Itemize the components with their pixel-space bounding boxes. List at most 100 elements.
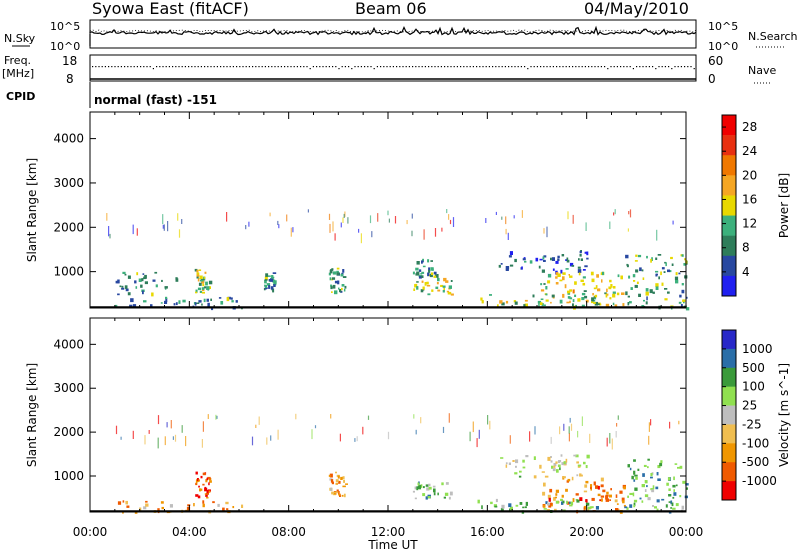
scatter-cell [605,293,608,298]
scatter-cell [433,488,436,493]
scatter-cell [197,287,201,291]
scatter-cell [489,294,492,296]
scatter-cell [555,260,559,264]
scatter-cell [477,499,480,504]
scatter-cell [501,302,505,306]
scatter-cell [505,268,509,271]
freq-point [271,66,273,68]
scatter-cell [541,269,545,273]
scatter-cell [661,282,664,286]
echo-streak [314,425,317,429]
echo-streak [354,438,356,442]
echo-streak [174,434,177,442]
scatter-cell [566,259,570,263]
freq-point [191,66,193,68]
echo-streak [108,226,110,237]
colorbar-segment [722,424,736,444]
scatter-cell [539,302,543,306]
noise-tick-bottom-left: 10^0 [50,40,80,53]
echo-streak [507,232,509,240]
echo-streak [629,209,632,218]
freq-point [476,66,478,68]
scatter-cell [547,280,551,284]
scatter-cell [428,267,430,272]
scatter-cell [330,479,334,483]
freq-point [376,66,378,68]
scatter-cell [125,288,129,292]
scatter-cell [550,456,552,458]
scatter-cell [342,485,346,488]
echo-streak [505,228,507,235]
x-tick-label: 00:00 [73,525,108,539]
scatter-cell [447,291,452,295]
echo-streak [406,220,408,225]
scatter-cell [614,499,618,503]
freq-point [562,66,564,68]
scatter-cell [602,489,606,493]
scatter-cell [639,267,642,272]
plot-area [90,318,686,512]
scatter-cell [594,294,598,298]
scatter-cell [641,484,645,488]
freq-point [357,66,359,68]
scatter-cell [330,487,333,491]
scatter-cell [430,260,433,262]
colorbar-tick-label: 16 [742,192,757,206]
scatter-cell [121,287,125,290]
freq-point [130,66,132,68]
freq-point [533,66,535,68]
scatter-cell [143,300,147,303]
scatter-cell [562,276,565,281]
scatter-cell [679,465,683,469]
nave-tick-top: 60 [708,54,723,68]
scatter-cell [332,284,336,289]
echo-streak [339,433,341,442]
scatter-cell [231,300,234,303]
scatter-cell [567,292,571,295]
scatter-cell [342,276,347,278]
scatter-cell [667,477,671,481]
freq-point [399,66,401,68]
scatter-cell [597,493,601,497]
scatter-cell [422,265,426,268]
scatter-cell [572,299,575,303]
echo-streak [185,436,187,447]
freq-point [364,66,366,68]
scatter-cell [591,497,595,501]
echo-streak [347,217,349,224]
freq-point [322,66,324,68]
scatter-cell [577,269,582,273]
freq-point [389,66,391,68]
scatter-cell [196,274,200,277]
scatter-cell [182,299,186,303]
scatter-cell [663,271,666,273]
scatter-cell [443,277,447,282]
scatter-cell [560,498,563,501]
scatter-cell [597,288,601,292]
echo-streak [356,436,358,442]
scatter-cell [646,296,648,301]
scatter-cell [202,483,205,486]
freq-point [252,66,254,68]
freq-point [136,66,138,68]
echo-streak [329,223,331,233]
scatter-cell [675,280,679,284]
scatter-cell [622,500,625,504]
scatter-cell [414,497,417,500]
scatter-cell [591,301,594,304]
scatter-cell [543,283,546,285]
scatter-cell [175,277,178,280]
freq-point [348,66,350,68]
scatter-cell [621,497,625,502]
scatter-cell [605,498,610,502]
scatter-cell [615,494,618,498]
freq-point [658,66,660,68]
scatter-cell [420,289,424,293]
colorbar-tick-label: 12 [742,217,757,231]
scatter-cell [199,488,202,492]
scatter-cell [539,258,543,261]
echo-streak [207,414,209,419]
echo-streak [286,214,288,222]
scatter-cell [226,297,230,302]
scatter-cell [202,283,205,287]
